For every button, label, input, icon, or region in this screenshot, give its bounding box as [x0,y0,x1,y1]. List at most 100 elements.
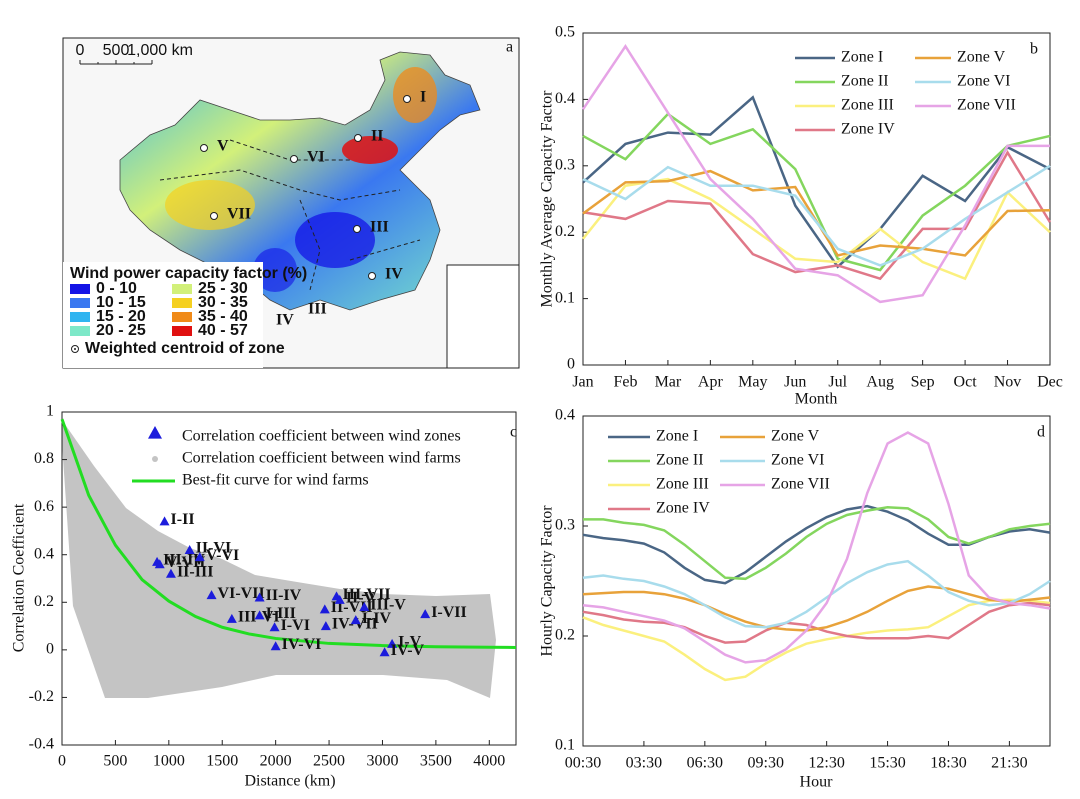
zone-label: V [217,138,229,155]
map-patch [165,180,255,230]
legend-label: 10 - 15 [96,294,146,311]
legend-label: Zone IV [841,121,895,138]
legend-swatch [70,284,90,294]
centroid [200,144,208,152]
y-tick-label: 0.2 [34,593,54,610]
legend-swatch [172,326,192,336]
zone-point [154,559,165,569]
legend-swatch [172,312,192,322]
point-label: VI-VII [218,585,265,602]
point-label: I-IV [362,610,392,627]
legend-label: 35 - 40 [198,308,248,325]
x-tick-label: Mar [655,374,682,391]
legend-swatch [172,284,192,294]
legend-label: Zone VI [771,452,824,469]
centroid-symbol [74,348,76,350]
legend-label: 40 - 57 [198,322,248,339]
fit-curve [60,418,517,649]
series-line [582,431,1051,664]
plot-frame [61,411,517,746]
x-tick-label: 09:30 [748,755,784,772]
map-panel: 0 500 1,000 km a Wind power capacity fac… [62,37,520,369]
centroid [290,155,298,163]
zone-label: II [371,128,383,145]
legend-label: 0 - 10 [96,280,137,297]
x-tick-label: Aug [866,374,894,391]
zone-label: IV [276,312,294,329]
zone-point [184,544,195,554]
legend-label: Correlation coefficient between wind far… [182,450,461,467]
point-label: I-II [171,511,195,528]
zone-point [387,638,398,648]
x-tick-label: 00:30 [565,755,601,772]
x-tick-label: 18:30 [930,755,966,772]
point-label: I-VI [281,617,310,634]
scale-ticks [79,60,153,64]
y-axis-label: Monthly Average Capacity Factor [539,90,556,308]
x-tick-label: 2000 [260,753,292,770]
y-tick-label: 0.2 [555,223,575,240]
y-tick-label: 1 [46,403,54,420]
y-tick-label: 0.1 [555,737,575,754]
y-tick-label: 0.8 [34,450,54,467]
y-tick-label: 0.4 [555,407,575,424]
centroid [353,225,361,233]
y-tick-label: 0.3 [555,156,575,173]
zone-point [165,568,176,578]
y-tick-label: 0 [567,356,575,373]
legend-label: Correlation coefficient between wind zon… [182,428,461,445]
x-tick-label: Dec [1037,374,1063,391]
panel-letter: d [1037,424,1045,441]
legend-label: 25 - 30 [198,280,248,297]
panel-letter: c [510,424,517,441]
x-tick-label: 06:30 [687,755,723,772]
series-line [582,150,1052,281]
series-line [583,506,1051,581]
legend-label: Best-fit curve for wind farms [182,472,369,489]
zone-point [319,604,330,614]
zone-boundary [159,139,421,291]
inset-frame [446,264,520,369]
map-patch [342,136,398,164]
x-axis-label: Month [795,391,838,408]
zone-label: I [420,89,426,106]
legend-marker [152,456,158,462]
y-tick-label: 0.1 [555,289,575,306]
series-line [582,585,1051,632]
legend-box [63,262,263,368]
x-tick-label: 0 [58,753,66,770]
legend-label: Zone III [841,97,894,114]
zone-point [206,590,217,600]
x-tick-label: 1000 [153,753,185,770]
legend-label: Zone V [771,428,820,445]
map-patch [393,67,437,123]
x-tick-label: 2500 [313,753,345,770]
zone-label: IV [385,266,403,283]
y-tick-label: 0.6 [34,498,54,515]
x-tick-label: Oct [954,374,978,391]
point-label: IV-VII [332,616,378,633]
map-patch [253,248,297,292]
legend-label: Zone V [957,49,1006,66]
y-tick-label: 0.2 [555,627,575,644]
farm-cloud [62,420,496,698]
centroid [210,212,218,220]
legend-title: Wind power capacity factor (%) [70,265,307,282]
zone-point [320,621,331,631]
legend-label: Zone VI [957,73,1010,90]
y-axis-label: Correlation Coefficient [11,503,28,652]
x-tick-label: 15:30 [869,755,905,772]
scale-label: 0 [76,42,85,59]
scale-label: 1,000 km [127,42,193,59]
point-label: I-V [398,634,422,651]
centroid [354,134,362,142]
zone-point [254,610,265,620]
point-label: II-IV [266,587,302,604]
y-tick-label: -0.4 [29,736,54,753]
y-tick-label: -0.2 [29,688,54,705]
legend-label: 30 - 35 [198,294,248,311]
legend-label: Zone II [841,73,889,90]
point-label: III-VII [343,586,391,603]
point-label: III-V [370,597,406,614]
y-tick-label: 0.5 [555,24,575,41]
